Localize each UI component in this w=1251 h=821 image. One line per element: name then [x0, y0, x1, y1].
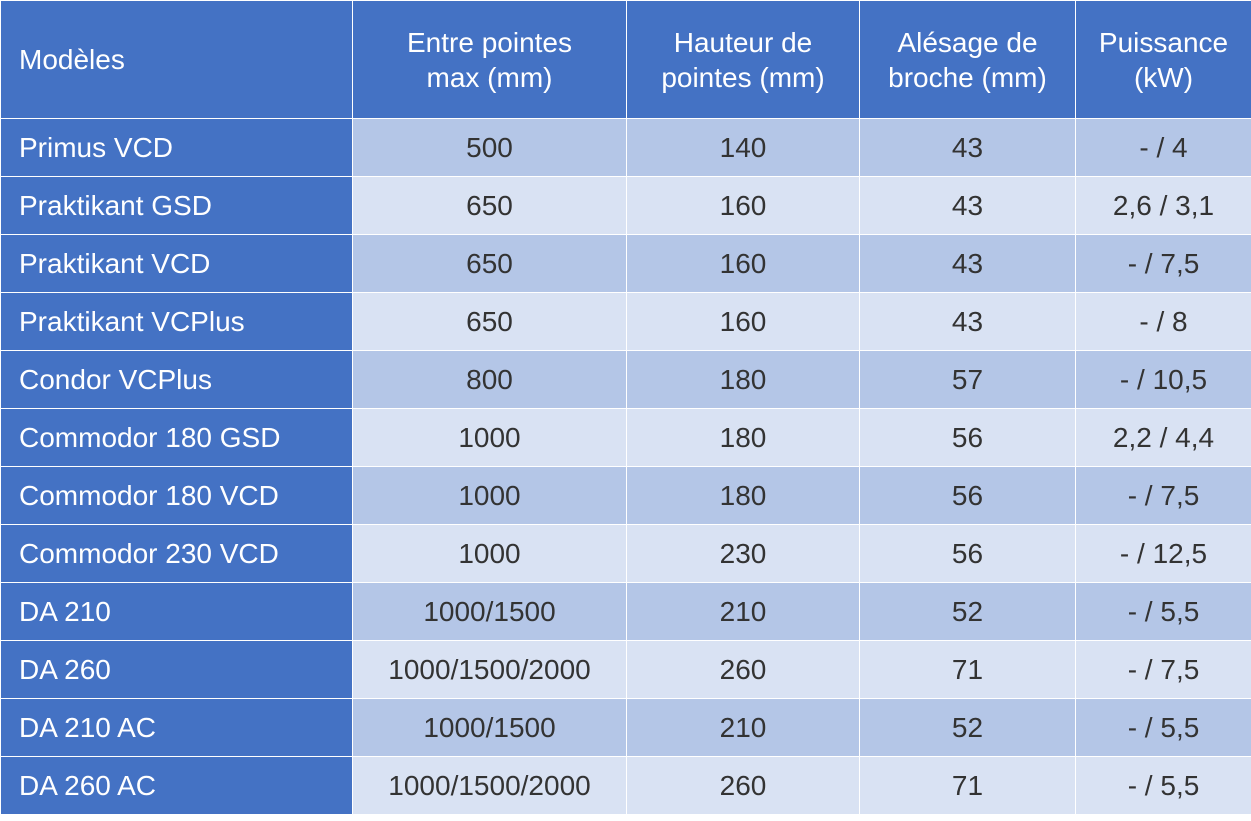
center-height-cell: 210 [626, 698, 860, 757]
model-cell: Praktikant VCPlus [0, 292, 353, 351]
center-height-cell: 140 [626, 118, 860, 177]
table-row: Commodor 180 VCD 1000 180 56- / 7,5 [0, 466, 1251, 525]
model-cell: DA 260 AC [0, 756, 353, 815]
model-cell: Commodor 180 VCD [0, 466, 353, 525]
center-height-cell: 160 [626, 234, 860, 293]
between-centers-cell: 1000/1500 [352, 698, 627, 757]
power-cell: - / 12,5 [1075, 524, 1251, 583]
column-header-power: Puissance (kW) [1075, 0, 1251, 119]
power-cell: - / 5,5 [1075, 582, 1251, 641]
power-cell: - / 7,5 [1075, 466, 1251, 525]
table-row: DA 260 AC 1000/1500/2000 260 71- / 5,5 [0, 756, 1251, 815]
between-centers-cell: 1000/1500 [352, 582, 627, 641]
model-cell: DA 260 [0, 640, 353, 699]
between-centers-cell: 800 [352, 350, 627, 409]
spindle-bore-cell: 52 [859, 698, 1076, 757]
between-centers-cell: 500 [352, 118, 627, 177]
model-cell: Commodor 230 VCD [0, 524, 353, 583]
between-centers-cell: 1000 [352, 466, 627, 525]
spindle-bore-cell: 43 [859, 234, 1076, 293]
spindle-bore-cell: 56 [859, 524, 1076, 583]
table-row: Condor VCPlus 800 180 57- / 10,5 [0, 350, 1251, 409]
power-cell: - / 5,5 [1075, 698, 1251, 757]
table-row: DA 260 1000/1500/2000 260 71- / 7,5 [0, 640, 1251, 699]
model-cell: Primus VCD [0, 118, 353, 177]
spindle-bore-cell: 56 [859, 466, 1076, 525]
table-row: Praktikant VCPlus 650 160 43- / 8 [0, 292, 1251, 351]
column-header-center-height: Hauteur de pointes (mm) [626, 0, 860, 119]
power-cell: 2,2 / 4,4 [1075, 408, 1251, 467]
power-cell: - / 5,5 [1075, 756, 1251, 815]
table-row: Praktikant GSD 650 160 43 2,6 / 3,1 [0, 176, 1251, 235]
power-cell: - / 7,5 [1075, 234, 1251, 293]
center-height-cell: 210 [626, 582, 860, 641]
table-row: Commodor 180 GSD 1000 180 56 2,2 / 4,4 [0, 408, 1251, 467]
center-height-cell: 180 [626, 466, 860, 525]
between-centers-cell: 650 [352, 292, 627, 351]
model-cell: Condor VCPlus [0, 350, 353, 409]
spindle-bore-cell: 57 [859, 350, 1076, 409]
table-header: Modèles Entre pointes max (mm) Hauteur de… [0, 0, 1251, 119]
between-centers-cell: 650 [352, 234, 627, 293]
model-cell: DA 210 AC [0, 698, 353, 757]
between-centers-cell: 650 [352, 176, 627, 235]
model-cell: Commodor 180 GSD [0, 408, 353, 467]
spindle-bore-cell: 71 [859, 640, 1076, 699]
center-height-cell: 260 [626, 640, 860, 699]
spindle-bore-cell: 43 [859, 292, 1076, 351]
center-height-cell: 160 [626, 292, 860, 351]
column-header-spindle-bore: Alésage de broche (mm) [859, 0, 1076, 119]
table-row: DA 210 1000/1500 210 52- / 5,5 [0, 582, 1251, 641]
between-centers-cell: 1000/1500/2000 [352, 756, 627, 815]
power-cell: - / 7,5 [1075, 640, 1251, 699]
power-cell: - / 8 [1075, 292, 1251, 351]
between-centers-cell: 1000 [352, 524, 627, 583]
model-cell: Praktikant GSD [0, 176, 353, 235]
table-row: DA 210 AC 1000/1500 210 52- / 5,5 [0, 698, 1251, 757]
spindle-bore-cell: 43 [859, 176, 1076, 235]
center-height-cell: 180 [626, 350, 860, 409]
power-cell: - / 4 [1075, 118, 1251, 177]
table-row: Primus VCD 500 140 43- / 4 [0, 118, 1251, 177]
table-row: Commodor 230 VCD 1000 230 56- / 12,5 [0, 524, 1251, 583]
center-height-cell: 260 [626, 756, 860, 815]
header-row: Modèles Entre pointes max (mm) Hauteur de… [0, 0, 1251, 119]
model-cell: DA 210 [0, 582, 353, 641]
center-height-cell: 160 [626, 176, 860, 235]
column-header-between-centers: Entre pointes max (mm) [352, 0, 627, 119]
spindle-bore-cell: 71 [859, 756, 1076, 815]
center-height-cell: 180 [626, 408, 860, 467]
table-row: Praktikant VCD 650 160 43- / 7,5 [0, 234, 1251, 293]
power-cell: 2,6 / 3,1 [1075, 176, 1251, 235]
model-cell: Praktikant VCD [0, 234, 353, 293]
spindle-bore-cell: 56 [859, 408, 1076, 467]
between-centers-cell: 1000/1500/2000 [352, 640, 627, 699]
spindle-bore-cell: 52 [859, 582, 1076, 641]
power-cell: - / 10,5 [1075, 350, 1251, 409]
between-centers-cell: 1000 [352, 408, 627, 467]
center-height-cell: 230 [626, 524, 860, 583]
column-header-models: Modèles [0, 0, 353, 119]
table-body: Primus VCD 500 140 43- / 4 Praktikant GSD 650… [0, 118, 1251, 815]
spindle-bore-cell: 43 [859, 118, 1076, 177]
